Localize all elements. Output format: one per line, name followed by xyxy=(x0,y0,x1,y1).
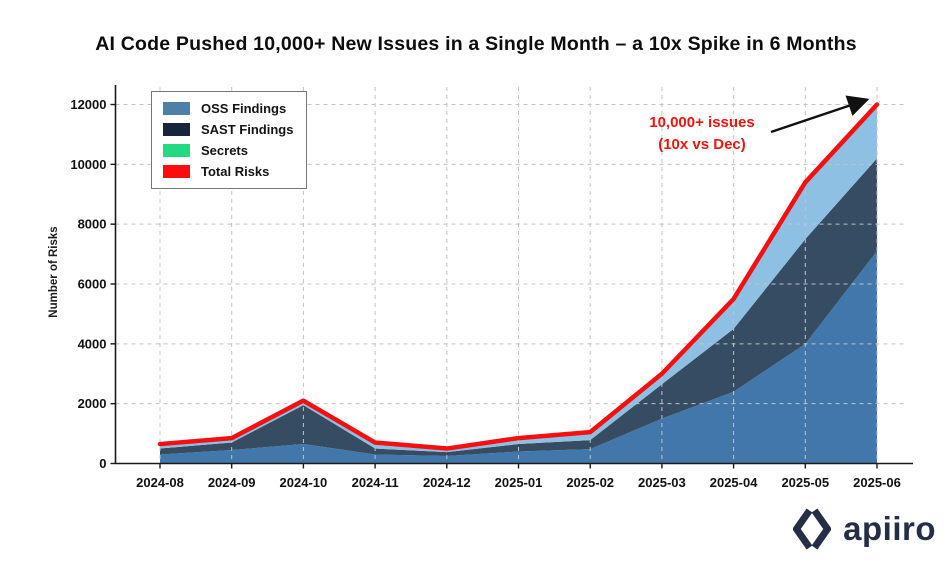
x-tick-label: 2025-06 xyxy=(853,475,901,490)
page-title: AI Code Pushed 10,000+ New Issues in a S… xyxy=(95,33,857,55)
y-tick-label: 4000 xyxy=(78,336,107,351)
x-tick-label: 2025-05 xyxy=(781,475,829,490)
brand-footer: apiiro xyxy=(793,507,936,551)
annotation-line2: (10x vs Dec) xyxy=(658,135,746,153)
y-tick-label: 8000 xyxy=(78,217,107,232)
apiiro-logo-icon xyxy=(793,508,832,550)
legend-label: OSS Findings xyxy=(201,101,287,116)
chart-canvas: 2024-08 2024-09 2024-10 2024-11 2024-12 2025-… xyxy=(70,85,913,490)
legend-swatch xyxy=(163,123,190,136)
x-tick-label: 2024-11 xyxy=(352,475,399,490)
x-tick-label: 2024-10 xyxy=(280,475,328,490)
y-tick-label: 10000 xyxy=(70,157,106,172)
legend-swatch xyxy=(163,102,190,115)
legend: OSS Findings SAST Findings Secrets Total Ri… xyxy=(151,91,308,189)
x-tick-label: 2025-04 xyxy=(710,475,758,490)
y-tick-label: 12000 xyxy=(70,97,106,112)
x-tick-label: 2024-12 xyxy=(423,475,471,490)
legend-item: OSS Findings xyxy=(163,101,293,116)
apiiro-wordmark: apiiro xyxy=(843,510,936,547)
y-tick-label: 2000 xyxy=(78,396,107,411)
legend-swatch xyxy=(163,165,190,178)
annotation-arrow-icon xyxy=(770,95,870,134)
legend-item: Secrets xyxy=(163,143,293,158)
legend-item: SAST Findings xyxy=(163,122,293,137)
legend-swatch xyxy=(163,144,190,157)
x-tick-label: 2024-09 xyxy=(208,475,256,490)
x-tick-label: 2025-01 xyxy=(495,475,543,490)
x-tick-label: 2024-08 xyxy=(136,475,184,490)
x-tick-label: 2025-03 xyxy=(638,475,686,490)
y-tick-label: 0 xyxy=(99,456,106,471)
area-oss-findings xyxy=(160,251,877,464)
legend-label: Secrets xyxy=(201,143,248,158)
annotation-callout: 10,000+ issues (10x vs Dec) xyxy=(607,112,797,156)
y-tick-label: 6000 xyxy=(78,277,107,292)
legend-label: SAST Findings xyxy=(201,122,294,137)
y-axis-title: Number of Risks xyxy=(48,226,60,318)
legend-item: Total Risks xyxy=(163,164,293,179)
area-sast-findings xyxy=(160,158,877,457)
legend-label: Total Risks xyxy=(201,164,270,179)
x-tick-label: 2025-02 xyxy=(566,475,614,490)
annotation-line1: 10,000+ issues xyxy=(649,114,755,131)
total-risks-line xyxy=(157,102,880,451)
